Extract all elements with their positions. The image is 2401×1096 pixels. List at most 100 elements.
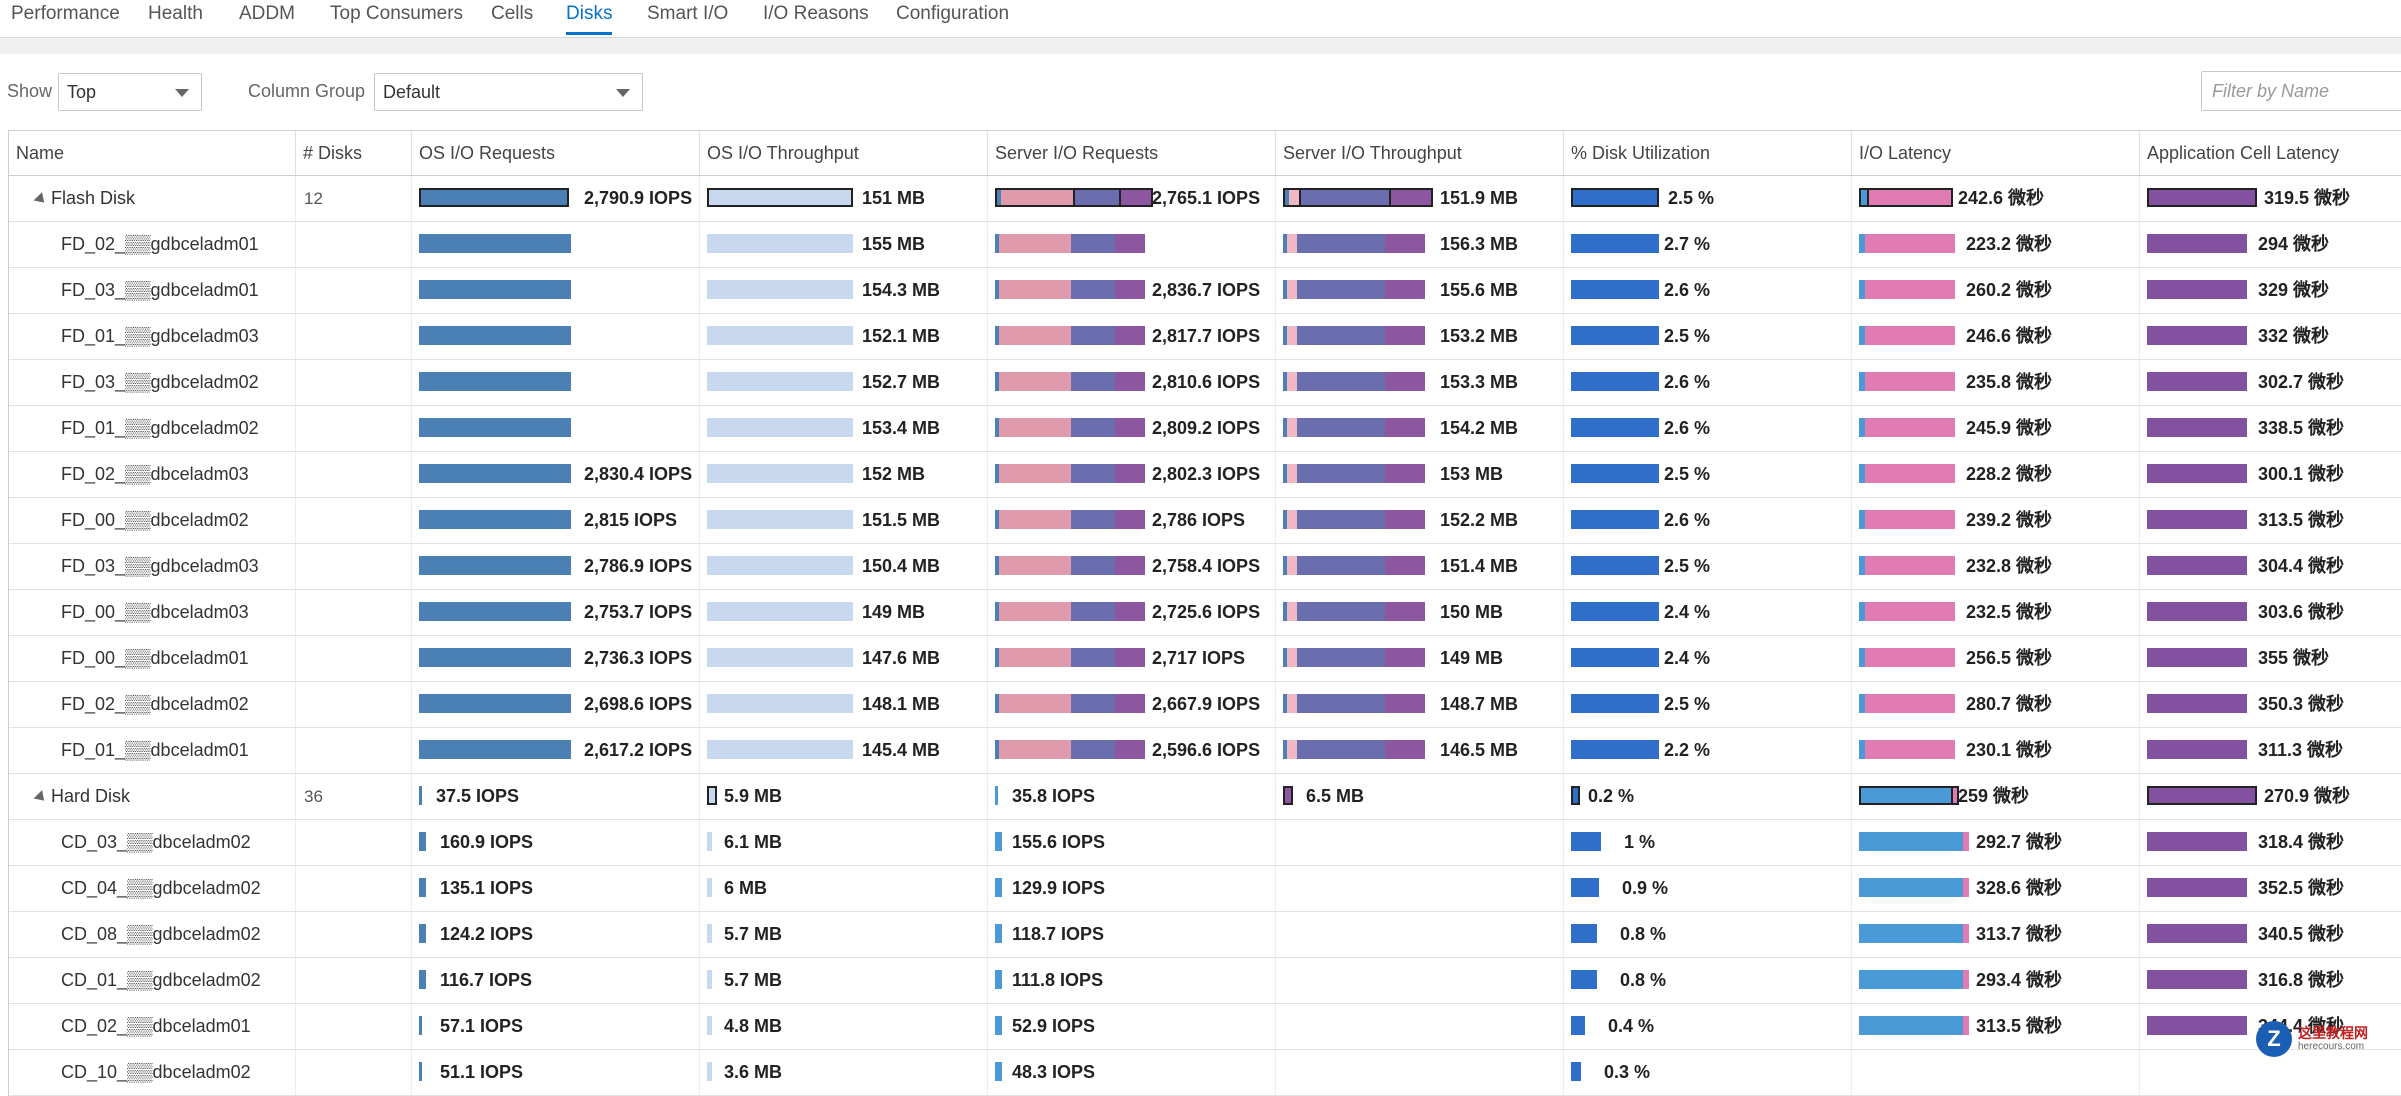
server-io-requests-value: 2,786 IOPS <box>1152 510 1246 530</box>
bar-segment <box>419 832 426 851</box>
tab-disks[interactable]: Disks <box>566 0 613 35</box>
io-latency-value: 259 微秒 <box>1958 786 2030 806</box>
table-row[interactable]: CD_01_▒▒gdbceladm02 116.7 IOPS 5.7 MB 111.8… <box>9 958 2401 1004</box>
bar-segment <box>999 234 1071 253</box>
disk-utilization-value: 2.5 % <box>1664 556 1711 576</box>
watermark-title: 这里教程网 <box>2298 1025 2368 1041</box>
filter-by-name-input[interactable] <box>2201 71 2401 111</box>
bar-segment <box>995 832 1002 851</box>
table-group-row[interactable]: Hard Disk 36 37.5 IOPS 5.9 MB 35.8 IOPS 6.5 M… <box>9 774 2401 820</box>
collapse-triangle-icon[interactable] <box>33 789 49 805</box>
table-row[interactable]: CD_10_▒▒dbceladm02 51.1 IOPS 3.6 MB 48.3 IO… <box>9 1050 2401 1096</box>
table-row[interactable]: CD_03_▒▒dbceladm02 160.9 IOPS 6.1 MB 155.6 … <box>9 820 2401 866</box>
cell-io-latency: 280.7 微秒 <box>1852 682 2140 727</box>
cell-server-io-requests: 2,809.2 IOPS <box>988 406 1276 451</box>
collapse-triangle-icon[interactable] <box>33 191 49 207</box>
tab-configuration[interactable]: Configuration <box>896 3 1010 24</box>
disk-utilization-value: 2.5 % <box>1668 188 1715 208</box>
column-header-application-cell-latency[interactable]: Application Cell Latency <box>2140 131 2401 175</box>
table-group-row[interactable]: Flash Disk 12 2,790.9 IOPS 151 MB 2,765.1 IO… <box>9 176 2401 222</box>
bar-segment <box>419 510 571 529</box>
server-io-throughput-value: 153.3 MB <box>1440 372 1519 392</box>
bar-segment <box>709 788 715 803</box>
column-header-i-o-latency[interactable]: I/O Latency <box>1852 131 2140 175</box>
table-row[interactable]: FD_03_▒▒gdbceladm03 2,786.9 IOPS 150.4 MB 2… <box>9 544 2401 590</box>
show-select[interactable]: Top <box>58 73 202 111</box>
table-row[interactable]: CD_04_▒▒gdbceladm02 135.1 IOPS 6 MB 129.9 I… <box>9 866 2401 912</box>
bar <box>1859 970 1969 989</box>
column-header-server-i-o-throughput[interactable]: Server I/O Throughput <box>1276 131 1564 175</box>
io-latency-value: 313.7 微秒 <box>1976 924 2063 944</box>
bar <box>995 694 1145 713</box>
bar <box>2147 188 2257 207</box>
tab-top-consumers[interactable]: Top Consumers <box>330 3 464 24</box>
bar <box>1571 878 1599 897</box>
tab-health[interactable]: Health <box>148 3 203 24</box>
table-row[interactable]: FD_00_▒▒dbceladm01 2,736.3 IOPS 147.6 MB 2,… <box>9 636 2401 682</box>
bar <box>419 602 571 621</box>
os-io-requests-value: 37.5 IOPS <box>436 786 520 806</box>
column-header-disk-utilization[interactable]: % Disk Utilization <box>1564 131 1852 175</box>
tab-cells[interactable]: Cells <box>491 3 534 24</box>
chevron-down-icon <box>175 89 189 97</box>
cell-disk-utilization: 2.5 % <box>1564 544 1852 589</box>
bar <box>1283 372 1425 391</box>
io-latency-value: 242.6 微秒 <box>1958 188 2045 208</box>
column-header-name[interactable]: Name <box>9 131 296 175</box>
bar-segment <box>2147 280 2247 299</box>
column-header-os-i-o-throughput[interactable]: OS I/O Throughput <box>700 131 988 175</box>
io-latency-value: 232.5 微秒 <box>1966 602 2053 622</box>
column-header-server-i-o-requests[interactable]: Server I/O Requests <box>988 131 1276 175</box>
bar-segment <box>1287 234 1297 253</box>
table-row[interactable]: FD_03_▒▒gdbceladm01 154.3 MB 2,836.7 IOPS 1… <box>9 268 2401 314</box>
cell-app-cell-latency: 294 微秒 <box>2140 222 2401 267</box>
cell-io-latency: 239.2 微秒 <box>1852 498 2140 543</box>
bar-segment <box>995 970 1002 989</box>
watermark-sub: herecours.com <box>2298 1041 2365 1052</box>
table-row[interactable]: FD_01_▒▒dbceladm01 2,617.2 IOPS 145.4 MB 2,… <box>9 728 2401 774</box>
table-row[interactable]: FD_01_▒▒gdbceladm03 152.1 MB 2,817.7 IOPS 1… <box>9 314 2401 360</box>
server-io-requests-value: 2,717 IOPS <box>1152 648 1246 668</box>
cell-os-io-requests: 37.5 IOPS <box>412 774 700 819</box>
bar-segment <box>1297 464 1385 483</box>
bar-segment <box>707 740 853 759</box>
bar-segment <box>1865 280 1955 299</box>
cell-disks <box>296 912 412 957</box>
table-row[interactable]: FD_03_▒▒gdbceladm02 152.7 MB 2,810.6 IOPS 1… <box>9 360 2401 406</box>
column-header-os-i-o-requests[interactable]: OS I/O Requests <box>412 131 700 175</box>
bar-segment <box>1283 602 1287 621</box>
table-row[interactable]: FD_02_▒▒dbceladm02 2,698.6 IOPS 148.1 MB 2,… <box>9 682 2401 728</box>
bar-segment <box>1283 372 1287 391</box>
table-row[interactable]: CD_02_▒▒dbceladm01 57.1 IOPS 4.8 MB 52.9 IO… <box>9 1004 2401 1050</box>
bar <box>1283 464 1425 483</box>
tab-i-o-reasons[interactable]: I/O Reasons <box>763 3 869 24</box>
disk-name: FD_02_▒▒dbceladm03 <box>61 464 249 484</box>
group-name: Hard Disk <box>51 786 131 806</box>
os-io-throughput-value: 151 MB <box>862 188 926 208</box>
tab-performance[interactable]: Performance <box>11 3 120 24</box>
server-io-requests-value: 2,725.6 IOPS <box>1152 602 1261 622</box>
table-row[interactable]: FD_02_▒▒dbceladm03 2,830.4 IOPS 152 MB 2,80… <box>9 452 2401 498</box>
cell-os-io-throughput: 5.7 MB <box>700 958 988 1003</box>
bar <box>995 832 1002 851</box>
tab-smart-i-o[interactable]: Smart I/O <box>647 3 729 24</box>
app-cell-latency-value: 311.3 微秒 <box>2258 740 2344 760</box>
table-row[interactable]: CD_08_▒▒gdbceladm02 124.2 IOPS 5.7 MB 118.7… <box>9 912 2401 958</box>
bar <box>1859 878 1969 897</box>
bar <box>2147 648 2247 667</box>
disks-table: Name # Disks OS I/O Requests OS I/O Through… <box>8 130 2401 1096</box>
server-io-requests-value: 2,810.6 IOPS <box>1152 372 1261 392</box>
bar-segment <box>999 648 1071 667</box>
bar <box>995 1062 1002 1081</box>
column-header-disks[interactable]: # Disks <box>296 131 412 175</box>
cell-io-latency: 223.2 微秒 <box>1852 222 2140 267</box>
table-row[interactable]: FD_02_▒▒gdbceladm01 155 MB 156.3 MB 2.7 % 22… <box>9 222 2401 268</box>
disk-name: FD_03_▒▒gdbceladm01 <box>61 280 259 300</box>
table-row[interactable]: FD_01_▒▒gdbceladm02 153.4 MB 2,809.2 IOPS 1… <box>9 406 2401 452</box>
disk-name: CD_01_▒▒gdbceladm02 <box>61 970 261 990</box>
table-row[interactable]: FD_00_▒▒dbceladm03 2,753.7 IOPS 149 MB 2,72… <box>9 590 2401 636</box>
cell-name: Flash Disk <box>9 176 296 221</box>
column-group-select[interactable]: Default <box>374 73 643 111</box>
tab-addm[interactable]: ADDM <box>239 3 295 24</box>
table-row[interactable]: FD_00_▒▒dbceladm02 2,815 IOPS 151.5 MB 2,78… <box>9 498 2401 544</box>
